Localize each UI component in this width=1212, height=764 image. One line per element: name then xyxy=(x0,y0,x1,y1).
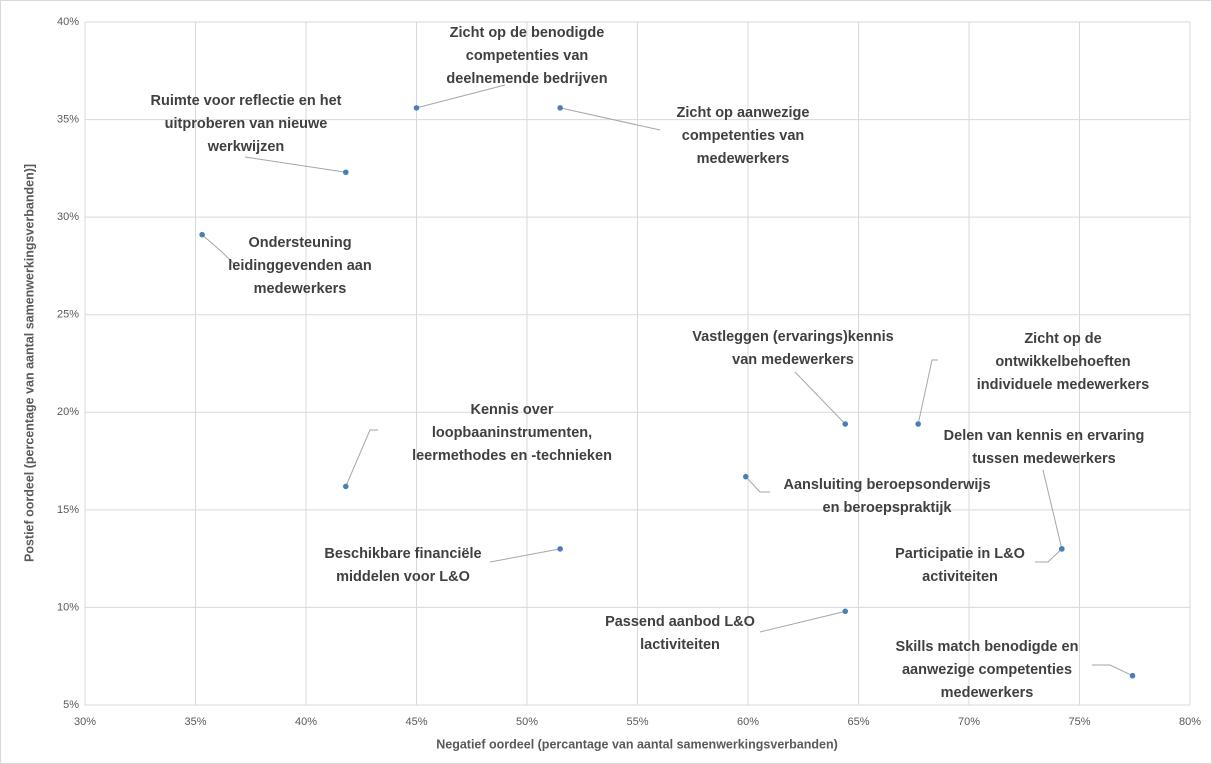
point-label: leidinggevenden aan xyxy=(228,258,371,274)
point-label: Ruimte voor reflectie en het xyxy=(151,93,342,109)
point-label: Kennis over xyxy=(471,402,554,418)
leader-line xyxy=(1035,548,1063,563)
leader-line xyxy=(416,84,506,109)
point-label: competenties van xyxy=(682,128,805,144)
x-tick-label: 55% xyxy=(626,716,648,728)
y-axis-title: Postief oordeel (percentage van aantal s… xyxy=(22,164,36,562)
y-tick-label: 25% xyxy=(57,309,79,321)
point-label: Passend aanbod L&O xyxy=(605,614,755,630)
point xyxy=(1059,546,1065,552)
point-label: deelnemende bedrijven xyxy=(446,71,607,87)
x-tick-label: 60% xyxy=(737,716,759,728)
y-tick-label: 35% xyxy=(57,113,79,125)
leader-line xyxy=(489,548,561,563)
point-label: middelen voor L&O xyxy=(336,569,470,585)
point xyxy=(557,105,563,111)
point-label: Beschikbare financiële xyxy=(324,546,481,562)
point-label: medewerkers xyxy=(254,281,347,297)
point-label: lactiviteiten xyxy=(640,637,720,653)
point xyxy=(842,421,849,427)
y-tick-label: 30% xyxy=(57,211,79,223)
leader-line xyxy=(745,476,770,493)
point-label: medewerkers xyxy=(941,685,1034,701)
point xyxy=(557,546,563,552)
point-label: Skills match benodigde en xyxy=(896,639,1079,655)
point xyxy=(915,421,921,427)
leader-line xyxy=(560,107,661,131)
point-label: Zicht op aanwezige xyxy=(677,105,810,121)
x-tick-label: 80% xyxy=(1179,716,1201,728)
point xyxy=(199,231,205,238)
x-tick-label: 45% xyxy=(405,716,427,728)
point-label: Delen van kennis en ervaring xyxy=(944,428,1145,444)
x-tick-label: 40% xyxy=(295,716,317,728)
point xyxy=(742,473,749,480)
point-label: en beroepspraktijk xyxy=(823,500,953,516)
point-label: leermethodes en -technieken xyxy=(412,448,612,464)
x-tick-label: 70% xyxy=(958,716,980,728)
point-label: werkwijzen xyxy=(207,139,285,155)
x-tick-label: 50% xyxy=(516,716,538,728)
point xyxy=(1129,672,1136,679)
y-tick-label: 10% xyxy=(57,601,79,613)
leader-line xyxy=(1092,664,1133,677)
x-tick-label: 65% xyxy=(847,716,869,728)
y-tick-label: 40% xyxy=(57,16,79,28)
point-label: uitproberen van nieuwe xyxy=(165,116,328,132)
leader-line xyxy=(1042,469,1063,550)
y-tick-label: 5% xyxy=(63,699,79,711)
point-label: activiteiten xyxy=(922,569,998,585)
point-label: Participatie in L&O xyxy=(895,546,1025,562)
point xyxy=(413,105,420,111)
leader-line xyxy=(794,371,846,425)
leader-line xyxy=(345,429,378,487)
point xyxy=(342,483,349,490)
leader-line xyxy=(759,610,846,633)
x-axis-title: Negatief oordeel (percantage van aantal … xyxy=(436,737,838,751)
x-tick-label: 75% xyxy=(1068,716,1090,728)
point-label: van medewerkers xyxy=(732,352,854,368)
point xyxy=(842,608,849,615)
leader-line xyxy=(917,359,938,425)
point-label: Zicht op de benodigde xyxy=(450,25,605,41)
point-label: individuele medewerkers xyxy=(977,377,1149,393)
point-label: Vastleggen (ervarings)kennis xyxy=(692,329,893,345)
point-label: loopbaaninstrumenten, xyxy=(432,425,592,441)
leader-line xyxy=(201,234,236,266)
point-label: aanwezige competenties xyxy=(902,662,1072,678)
leader-line xyxy=(244,156,346,173)
y-tick-label: 15% xyxy=(57,504,79,516)
x-tick-label: 30% xyxy=(74,716,96,728)
point-label: Zicht op de xyxy=(1024,331,1101,347)
point-label: Ondersteuning xyxy=(248,235,351,251)
point-label: Aansluiting beroepsonderwijs xyxy=(783,477,990,493)
point-label: tussen medewerkers xyxy=(972,451,1115,467)
point-label: competenties van xyxy=(466,48,589,64)
point xyxy=(342,169,349,176)
point-label: medewerkers xyxy=(697,151,790,167)
x-tick-label: 35% xyxy=(184,716,206,728)
point-label: ontwikkelbehoeften xyxy=(995,354,1130,370)
y-tick-label: 20% xyxy=(57,406,79,418)
